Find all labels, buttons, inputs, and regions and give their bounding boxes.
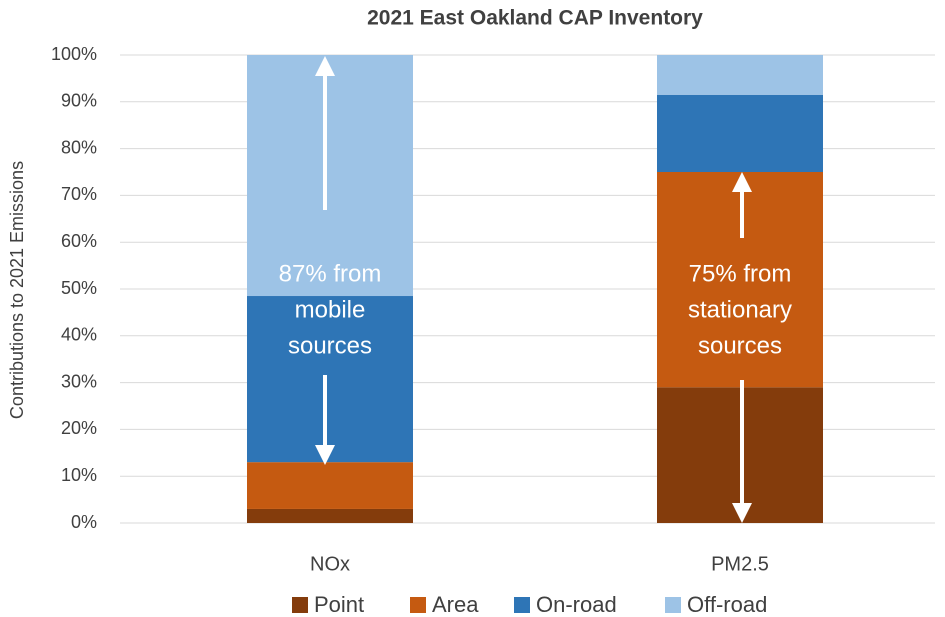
y-tick-label: 50% [61, 278, 97, 298]
legend-swatch [665, 597, 681, 613]
y-tick-label: 90% [61, 91, 97, 111]
legend-label: Off-road [687, 592, 767, 617]
annotation: stationary [688, 296, 792, 323]
y-axis-title: Contributions to 2021 Emissions [7, 161, 27, 419]
chart-title: 2021 East Oakland CAP Inventory [367, 7, 703, 30]
bar-segment [247, 55, 413, 297]
y-tick-label: 0% [71, 512, 97, 532]
y-tick-label: 20% [61, 418, 97, 438]
x-tick-label: PM2.5 [711, 553, 769, 575]
annotation: sources [288, 332, 372, 359]
y-tick-label: 30% [61, 371, 97, 391]
legend-swatch [410, 597, 426, 613]
legend-swatch [514, 597, 530, 613]
annotation: sources [698, 332, 782, 359]
annotation: mobile [295, 296, 366, 323]
bar-segment [657, 55, 823, 95]
bars: 0% 10% 20% 30% 40% 50% 60% 70% 80% 90% 100% NOx PM2.… [51, 44, 935, 575]
y-tick-label: 40% [61, 325, 97, 345]
y-tick-label: 10% [61, 465, 97, 485]
bar-segment [247, 508, 413, 523]
bar-segment [247, 296, 413, 463]
legend-swatch [292, 597, 308, 613]
y-tick-label: 70% [61, 184, 97, 204]
y-tick-label: 60% [61, 231, 97, 251]
legend-label: Point [314, 592, 364, 617]
bar-segment [657, 94, 823, 172]
y-tick-label: 80% [61, 137, 97, 157]
annotations [315, 56, 752, 523]
y-tick-label: 100% [51, 44, 97, 64]
legend-label: Area [432, 592, 479, 617]
x-tick-label: NOx [310, 553, 350, 575]
bar-segment [247, 462, 413, 509]
annotation: 75% from [689, 260, 792, 287]
legend-label: On-road [536, 592, 617, 617]
annotation: 87% from [279, 260, 382, 287]
